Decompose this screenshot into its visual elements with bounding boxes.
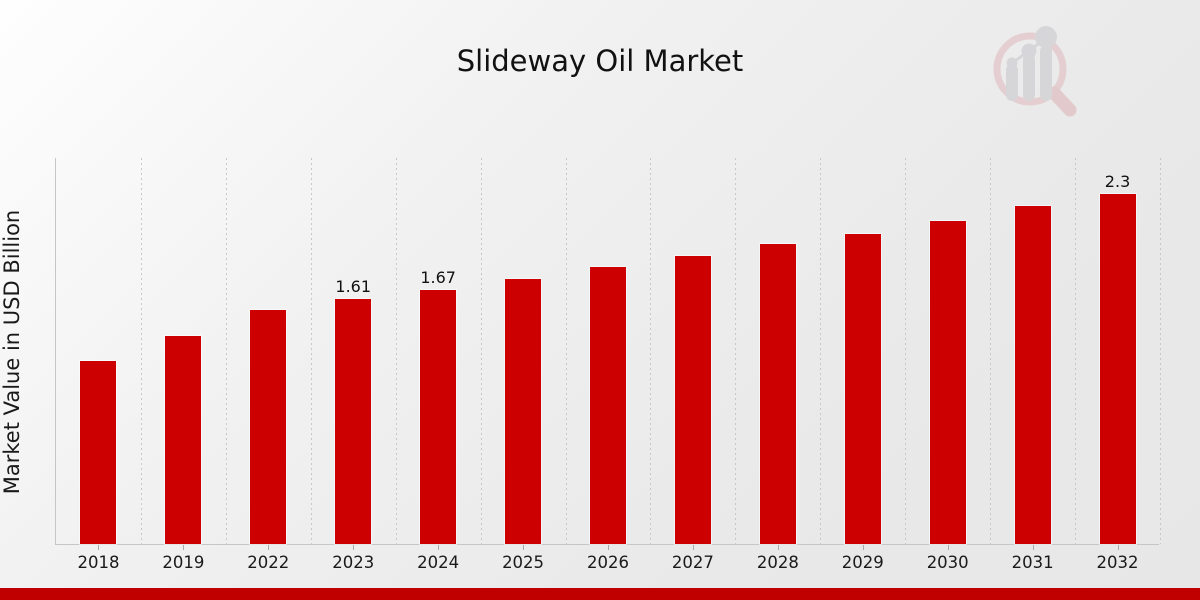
category-gridline — [820, 158, 822, 544]
category-gridline — [395, 158, 397, 544]
x-axis-tick — [353, 545, 355, 550]
x-axis-tick — [862, 545, 864, 550]
bar-2030 — [929, 221, 966, 544]
x-tick-label-2018: 2018 — [77, 553, 120, 572]
x-tick-label-2022: 2022 — [247, 553, 290, 572]
x-axis-tick — [1032, 545, 1034, 550]
x-axis-tick — [438, 545, 440, 550]
x-tick-label-2024: 2024 — [417, 553, 460, 572]
category-gridline — [480, 158, 482, 544]
bar-2023 — [335, 299, 372, 544]
bar-2025 — [505, 279, 542, 544]
x-tick-label-2025: 2025 — [502, 553, 545, 572]
x-tick-label-2028: 2028 — [756, 553, 799, 572]
category-gridline — [650, 158, 652, 544]
category-gridline — [1075, 158, 1077, 544]
x-axis-tick — [777, 545, 779, 550]
chart-title: Slideway Oil Market — [456, 44, 744, 78]
x-tick-label-2032: 2032 — [1096, 553, 1139, 572]
category-gridline — [310, 158, 312, 544]
bar-2029 — [844, 234, 881, 544]
footer-accent-bar — [0, 588, 1200, 600]
bar-2028 — [759, 244, 796, 544]
x-axis-tick — [523, 545, 525, 550]
bar-value-label: 1.67 — [420, 268, 456, 287]
x-tick-label-2027: 2027 — [671, 553, 714, 572]
bar-2024 — [420, 290, 457, 544]
x-axis-tick — [98, 545, 100, 550]
x-tick-label-2019: 2019 — [162, 553, 205, 572]
x-axis-tick — [692, 545, 694, 550]
bar-2027 — [674, 256, 711, 544]
bar-2019 — [165, 336, 202, 544]
x-tick-label-2026: 2026 — [587, 553, 629, 572]
magnifier-bar-chart-logo-icon — [993, 26, 1077, 117]
x-tick-label-2029: 2029 — [841, 553, 884, 572]
category-gridline — [1160, 158, 1161, 544]
bar-2031 — [1014, 206, 1051, 544]
category-gridline — [565, 158, 567, 544]
bar-value-label: 1.61 — [335, 277, 372, 296]
x-tick-label-2031: 2031 — [1011, 553, 1054, 572]
category-gridline — [905, 158, 907, 544]
category-gridline — [990, 158, 992, 544]
bar-2022 — [250, 310, 287, 544]
x-axis-tick — [947, 545, 949, 550]
x-axis-tick — [183, 545, 185, 550]
bar-value-label: 2.3 — [1104, 172, 1131, 191]
category-gridline — [735, 158, 737, 544]
x-tick-label-2030: 2030 — [926, 553, 969, 572]
bar-2032 — [1099, 194, 1136, 544]
x-axis-tick — [1117, 545, 1119, 550]
category-gridline — [140, 158, 142, 544]
bar-2026 — [590, 267, 626, 544]
x-axis-tick — [268, 545, 270, 550]
x-tick-label-2023: 2023 — [332, 553, 375, 572]
category-gridline — [225, 158, 227, 544]
x-axis-tick — [608, 545, 609, 550]
y-axis-label: Market Value in USD Billion — [0, 209, 24, 495]
bar-2018 — [80, 361, 117, 544]
plot-area: 2018 2019 2022 1.61 2023 1.67 2024 2025 2026 2027… — [55, 158, 1161, 572]
